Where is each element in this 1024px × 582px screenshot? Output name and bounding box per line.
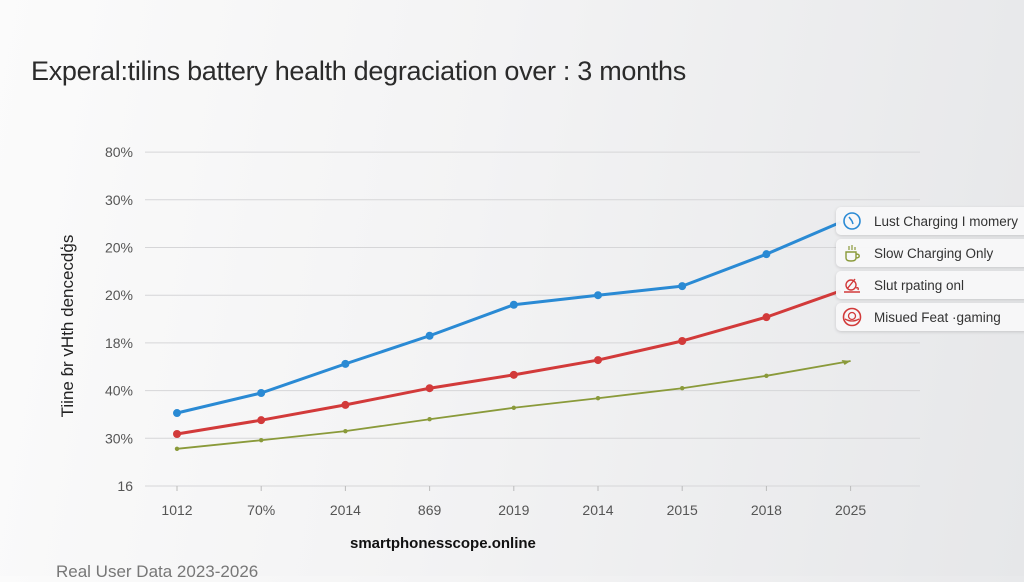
chart-title: Experal:tilins battery health degraciati… <box>31 56 686 86</box>
x-tick-label: 2014 <box>582 502 613 518</box>
footer-note: Real User Data 2023-2026 <box>56 562 259 581</box>
data-point <box>173 430 181 439</box>
x-tick-label: 2015 <box>667 502 698 518</box>
data-point <box>511 405 516 410</box>
data-point <box>425 331 434 340</box>
data-point <box>594 291 602 300</box>
y-tick-label: 80% <box>105 144 133 160</box>
source-credit: smartphonesscope.online <box>350 535 536 552</box>
legend-item: Slow Charging Only <box>836 239 1024 267</box>
x-tick-label: 2025 <box>835 502 866 518</box>
coffee-cup-icon <box>842 243 862 263</box>
clock-icon <box>842 211 862 231</box>
data-point <box>595 396 601 401</box>
data-point <box>764 373 769 379</box>
data-point <box>343 428 348 434</box>
y-tick-label: 20% <box>105 240 133 256</box>
y-tick-label: 30% <box>105 430 133 446</box>
data-point <box>594 356 602 365</box>
y-tick-label: 18% <box>105 335 133 351</box>
heat-icon <box>842 275 862 295</box>
globe-icon <box>842 307 862 327</box>
y-tick-label: 30% <box>105 192 133 208</box>
series-1 <box>173 289 842 439</box>
x-tick-label: 2014 <box>330 502 361 518</box>
data-point <box>341 359 350 368</box>
data-point <box>762 250 771 259</box>
legend-label: Slow Charging Only <box>874 245 994 261</box>
y-tick-label: 40% <box>105 383 133 399</box>
data-point <box>257 416 266 425</box>
y-tick-label: 20% <box>105 287 133 303</box>
data-point <box>427 417 432 422</box>
legend-item: Lust Charging I momery <box>836 207 1024 235</box>
data-point <box>174 446 180 451</box>
legend: Lust Charging I momery Slow Charging Onl… <box>836 207 1024 335</box>
data-point <box>257 388 266 397</box>
x-tick-label: 2018 <box>751 502 782 518</box>
x-tick-label: 1012 <box>161 502 192 518</box>
data-point <box>762 313 771 322</box>
data-point <box>509 370 518 379</box>
legend-item: Misued Feat ·gaming <box>836 303 1024 331</box>
arrow-head <box>841 360 851 366</box>
data-point <box>680 386 685 391</box>
series-line <box>176 289 842 436</box>
legend-label: Lust Charging I momery <box>874 213 1019 229</box>
data-point <box>678 336 687 345</box>
data-point <box>341 400 350 409</box>
data-point <box>425 384 434 393</box>
data-point <box>509 300 518 309</box>
data-point <box>259 438 264 443</box>
series-2 <box>174 360 851 451</box>
legend-item: Slut rpating onl <box>836 271 1024 299</box>
series-line <box>176 220 842 415</box>
data-point <box>173 409 181 418</box>
x-tick-label: 70% <box>247 502 275 518</box>
y-tick-label: 16 <box>117 478 133 494</box>
x-tick-label: 2019 <box>498 502 529 518</box>
x-tick-label: 869 <box>418 502 442 518</box>
series-0 <box>173 220 842 418</box>
legend-label: Misued Feat ·gaming <box>874 309 1001 325</box>
data-point <box>678 282 687 291</box>
legend-label: Slut rpating onl <box>874 277 965 293</box>
